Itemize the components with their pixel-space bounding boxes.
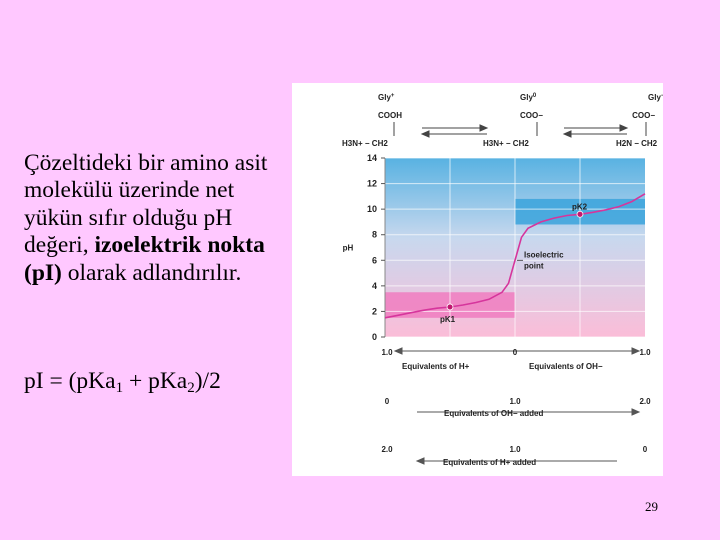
h-axis-tick: 1.0 — [509, 445, 521, 454]
y-tick-label: 8 — [372, 230, 377, 240]
equilibrium-arrows — [420, 124, 629, 138]
isoelectric-label-line1: Isoelectric — [524, 250, 564, 259]
main-axis-left-label: Equivalents of H+ — [402, 362, 470, 371]
species-name: Gly — [378, 93, 391, 102]
isoelectric-label-line2: point — [524, 261, 544, 270]
species-bottom-group: H3N+ − CH2 — [483, 139, 529, 148]
equilibrium-arrowhead — [479, 124, 489, 132]
point-pk2 — [576, 210, 584, 218]
formula-sub-1: 1 — [115, 380, 124, 396]
oh-axis-tick: 1.0 — [509, 397, 521, 406]
paragraph-bold-term: izoelektrik nokta (pI) — [24, 232, 265, 286]
species-top-group: COO− — [632, 111, 655, 120]
equilibrium-arrowhead — [420, 130, 430, 138]
oh-axis-tick: 0 — [385, 397, 390, 406]
species-gly-minus: Gly− COO− H2N − CH2 — [616, 93, 663, 148]
h-axis-arrowhead — [415, 457, 425, 465]
y-tick-label: 2 — [372, 306, 377, 316]
pi-formula: pI = (pKa1 + pKa2)/2 — [24, 368, 221, 397]
species-name: Gly — [520, 93, 533, 102]
main-axis-right-tick: 1.0 — [639, 348, 651, 357]
y-tick-label: 12 — [367, 179, 377, 189]
svg-text:Gly−: Gly− — [648, 93, 663, 102]
oh-axis-arrowhead — [631, 408, 641, 416]
titration-curve-line — [384, 193, 646, 319]
oh-axis-label: Equivalents of OH− added — [444, 409, 543, 418]
species-top-group: COOH — [378, 111, 402, 120]
paragraph-text-1: Çözeltideki bir amino asit molekülü üzer… — [24, 150, 268, 259]
main-axis-left-tick: 1.0 — [381, 348, 393, 357]
y-tick-label: 6 — [372, 255, 377, 265]
species-gly-zero: Gly0 COO− H3N+ − CH2 — [483, 93, 543, 148]
species-bottom-group: H2N − CH2 — [616, 139, 658, 148]
point-pk1 — [446, 303, 454, 311]
titration-curve-chart: Gly+ COOH H3N+ − CH2 Gly0 COO− H3N+ − CH… — [342, 93, 663, 467]
species-gly-plus: Gly+ COOH H3N+ − CH2 — [342, 93, 402, 148]
pk2-label: pK2 — [572, 202, 588, 211]
species-charge: − — [661, 93, 663, 99]
equilibrium-arrowhead — [562, 130, 572, 138]
svg-text:Gly0: Gly0 — [520, 93, 537, 102]
species-bond-lines — [393, 122, 647, 136]
equilibrium-arrowhead — [619, 124, 629, 132]
paragraph-text-2: olarak adlandırılır. — [61, 259, 242, 286]
svg-text:Gly+: Gly+ — [378, 93, 395, 102]
h-axis-tick: 2.0 — [381, 445, 393, 454]
species-charge: + — [391, 93, 395, 99]
titration-figure: Gly+ COOH H3N+ − CH2 Gly0 COO− H3N+ − CH… — [292, 83, 663, 476]
y-tick-label: 0 — [372, 332, 377, 342]
species-bottom-group: H3N+ − CH2 — [342, 139, 388, 148]
main-axis-left-arrowhead — [393, 347, 403, 355]
h-axis-label: Equivalents of H+ added — [443, 458, 536, 467]
main-axis-right-arrowhead — [631, 347, 641, 355]
y-tick-label: 14 — [367, 153, 377, 163]
y-tick-label: 10 — [367, 204, 377, 214]
species-charge: 0 — [533, 93, 537, 99]
y-tick-label: 4 — [372, 281, 377, 291]
formula-sub-2: 2 — [187, 380, 195, 396]
page-number: 29 — [645, 499, 658, 514]
species-name: Gly — [648, 93, 661, 102]
formula-lhs: pI = (pKa — [24, 368, 116, 394]
oh-axis-tick: 2.0 — [639, 397, 651, 406]
main-paragraph: Çözeltideki bir amino asit molekülü üzer… — [24, 150, 292, 287]
main-axis-right-label: Equivalents of OH− — [529, 362, 603, 371]
formula-mid: + pKa — [123, 368, 188, 394]
main-axis-center-tick: 0 — [513, 348, 518, 357]
pk1-label: pK1 — [440, 315, 456, 324]
species-top-group: COO− — [520, 111, 543, 120]
h-axis-tick: 0 — [643, 445, 648, 454]
y-axis-title: pH — [343, 244, 354, 253]
formula-end: )/2 — [194, 368, 221, 394]
